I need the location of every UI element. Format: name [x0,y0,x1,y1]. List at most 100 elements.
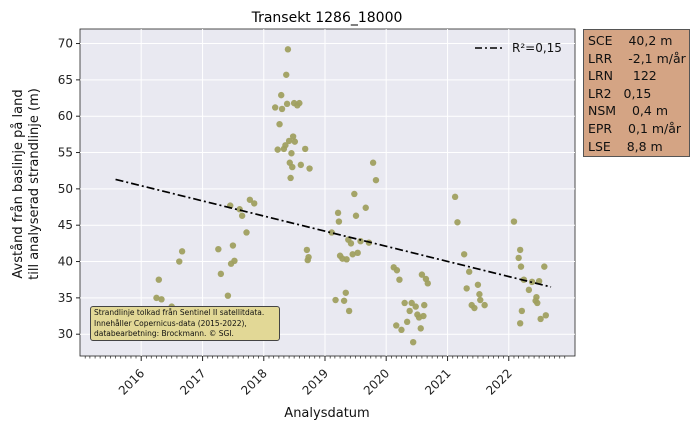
y-tick-label: 45 [58,218,73,232]
data-point [474,281,482,288]
data-point [517,263,525,270]
x-tick-label: 2017 [177,366,208,397]
data-point [296,99,303,107]
data-point [282,142,289,149]
y-tick-label: 55 [58,146,73,160]
chart-title: Transekt 1286_18000 [251,10,403,26]
data-point [541,263,548,270]
stats-row-lr2: LR2 0,15 [588,85,685,103]
data-point [460,251,468,258]
data-point [274,146,281,153]
x-tick-label: 2021 [422,366,453,397]
y-axis: 30 35 40 45 50 55 60 65 70 [58,37,80,341]
data-point [420,312,427,320]
y-tick-label: 70 [58,37,73,51]
data-point [542,312,550,319]
stats-value: 122 [632,68,657,84]
stats-row-lrn: LRN 122 [588,67,685,85]
data-point [283,71,290,78]
data-point [412,303,419,310]
data-point [158,296,165,303]
attribution-note: Strandlinje tolkad från Sentinel II sate… [90,306,280,341]
data-point [343,256,350,263]
data-point [291,138,299,145]
x-tick-label: 2020 [361,366,392,397]
data-point [525,286,533,294]
data-point [306,165,313,172]
data-point [354,249,361,257]
data-point [535,277,543,285]
data-point [369,159,377,166]
y-tick-label: 60 [58,109,73,123]
data-point [510,218,518,225]
data-point [288,150,295,157]
data-point [284,46,292,53]
data-point [471,304,478,312]
data-point [516,246,524,254]
y-tick-label: 35 [58,291,73,305]
y-tick-label: 30 [58,327,73,341]
stats-key: LRN [588,68,613,84]
data-point [515,254,522,262]
stats-row-nsm: NSM 0,4 m [588,102,685,120]
stats-row-lse: LSE 8,8 m [588,138,685,156]
data-point [289,163,296,171]
y-tick-label: 40 [58,255,73,269]
grid [80,29,575,356]
x-tick-label: 2019 [300,366,331,397]
y-axis-label-line-1: Avstånd från baslinje på land [11,89,26,278]
data-point [372,176,380,184]
data-point [224,292,232,299]
data-point [401,299,408,307]
stats-key: LRR [588,50,613,66]
stats-value: 0,4 m [631,103,669,119]
data-point [518,307,526,315]
data-point [424,280,431,287]
stats-value: 0,1 m/år [628,120,682,136]
y-tick-label: 65 [58,73,73,87]
data-point [217,270,225,278]
data-point [283,100,291,108]
legend-entry: R²=0,15 [512,41,562,55]
x-axis: 2016 2017 2018 2019 2020 2021 2022 [84,356,566,398]
data-point [215,245,222,253]
data-point [155,276,163,283]
data-point [246,196,254,203]
data-point [178,248,186,255]
data-point [451,193,459,201]
stats-row-sce: SCE 40,2 m [588,32,685,50]
stats-value: 40,2 m [628,33,673,48]
data-point [305,253,312,261]
note-line-3: databearbetning: Brockmann. © SGI. [94,329,234,338]
data-point [332,296,339,304]
data-point [345,307,353,315]
data-point [342,289,349,296]
data-point [243,229,250,236]
data-point [393,267,401,274]
data-point [421,301,428,309]
data-point [357,237,364,245]
stats-key: LSE [588,138,611,154]
data-point [352,212,360,219]
data-point [285,137,293,145]
x-tick-label: 2016 [116,366,147,397]
data-point [396,276,403,283]
stats-key: NSM [588,103,617,119]
stats-row-epr: EPR 0,1 m/år [588,120,685,138]
data-point [362,204,369,211]
stats-key: SCE [588,33,613,48]
data-point [481,301,488,309]
data-point [454,219,461,226]
note-line-2: Innehåller Copernicus-data (2015-2022), [94,318,247,328]
data-point [251,200,258,207]
data-point [393,322,400,329]
trend-line [115,178,552,288]
data-point [297,161,305,169]
data-point [176,258,183,265]
data-point [278,105,286,113]
y-axis-label-line-2: till analyserad strandlinje (m) [27,88,42,280]
data-point [334,209,342,217]
stats-key: LR2 [588,85,612,101]
data-point [351,190,358,198]
